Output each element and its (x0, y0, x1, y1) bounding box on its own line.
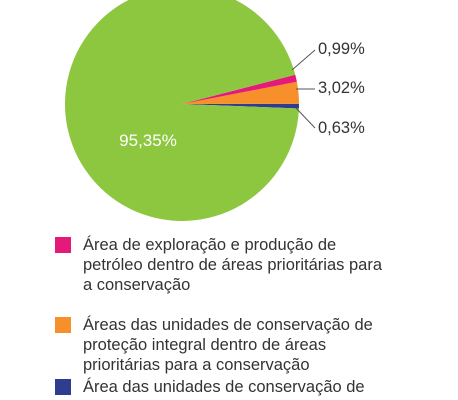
legend-label-protecao-integral: Áreas das unidades de conservação de pro… (83, 316, 373, 374)
data-label-302: 3,02% (318, 79, 365, 97)
data-label-063: 0,63% (318, 119, 365, 137)
legend-label-exploracao: Área de exploração e produção de petróle… (83, 236, 383, 294)
leader-line (291, 49, 316, 71)
data-label-9535: 95,35% (119, 131, 177, 150)
slice-exploracao (182, 74, 297, 104)
slice-protecao-integral (182, 81, 299, 104)
legend-item-protecao-integral: Áreas das unidades de conservação de pro… (55, 315, 455, 375)
slice-unidades-conservacao (182, 103, 300, 109)
legend-item-exploracao: Área de exploração e produção de petróle… (55, 235, 455, 295)
legend-swatch-navy (55, 379, 71, 395)
legend-item-unidades-conservacao: Área das unidades de conservação de (55, 377, 455, 397)
legend-label-unidades-conservacao: Área das unidades de conservação de (83, 378, 365, 396)
leader-line (295, 107, 316, 129)
slice-nao-sobreposta (65, 0, 299, 221)
data-label-099: 0,99% (318, 40, 365, 58)
legend-swatch-pink (55, 237, 71, 253)
legend-swatch-orange (55, 317, 71, 333)
